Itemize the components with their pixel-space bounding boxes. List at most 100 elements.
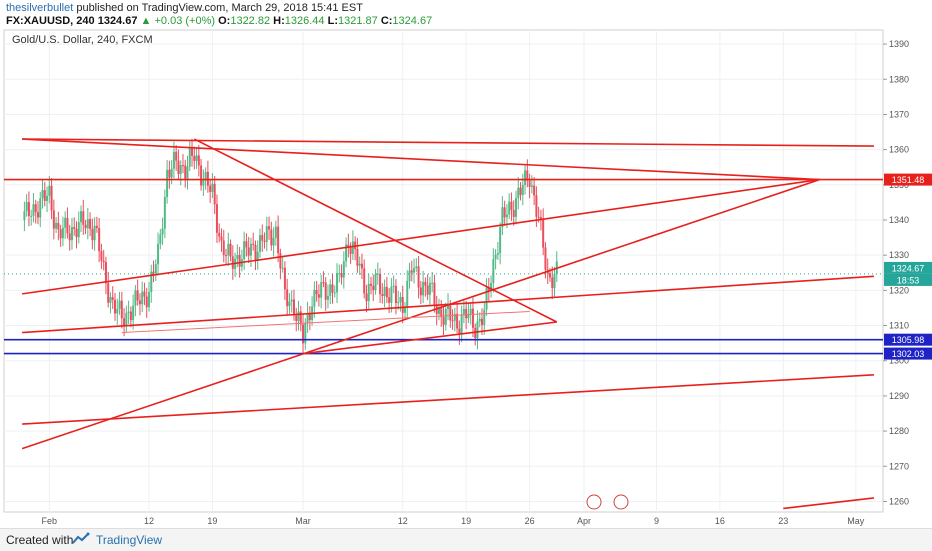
- candle-body: [41, 190, 44, 199]
- candle-body: [286, 289, 289, 307]
- candle-body: [93, 225, 96, 241]
- candle-body: [247, 247, 250, 256]
- candle-body: [125, 312, 128, 327]
- quote-line: FX:XAUUSD, 240 1324.67 ▲ +0.03 (+0%) O:1…: [6, 15, 432, 27]
- candle-body: [394, 285, 397, 304]
- trend-line[interactable]: [22, 138, 820, 181]
- candle-body: [91, 228, 94, 241]
- last-price-box: [884, 261, 932, 274]
- candle-body: [145, 296, 148, 308]
- candle-body: [517, 187, 520, 199]
- candle-body: [290, 299, 293, 302]
- y-tick-label: 1370: [889, 109, 909, 119]
- candle-body: [172, 151, 175, 169]
- candle-body: [261, 235, 264, 241]
- x-tick-label: 12: [398, 516, 408, 526]
- candle-body: [363, 268, 366, 294]
- candle-body: [542, 219, 545, 248]
- candle-body: [413, 267, 416, 273]
- candle-body: [100, 251, 103, 261]
- candle-body: [211, 183, 214, 192]
- change-value: +0.03 (+0%): [154, 15, 216, 27]
- us-flag-icon[interactable]: [613, 494, 629, 510]
- candle-body: [313, 289, 316, 307]
- trend-line[interactable]: [22, 178, 820, 295]
- candle-body: [453, 313, 456, 321]
- price-label-text: 1302.03: [892, 349, 925, 359]
- candle-body: [551, 277, 554, 289]
- candle-body: [129, 311, 132, 321]
- trend-line[interactable]: [302, 321, 557, 355]
- candle-body: [147, 292, 150, 308]
- event-flag-icons[interactable]: [586, 494, 629, 510]
- candle-body: [460, 315, 463, 334]
- candle-body: [322, 282, 325, 284]
- candle-body: [64, 217, 67, 228]
- candle-body: [86, 219, 89, 229]
- candle-body: [354, 241, 357, 249]
- price-axis[interactable]: 1260127012801290130013101320133013401350…: [883, 39, 909, 506]
- candle-body: [505, 214, 508, 218]
- candle-body: [107, 283, 110, 303]
- trend-line[interactable]: [121, 310, 530, 334]
- time-axis[interactable]: Feb 12 19 Mar 12 19 26 Apr 9 16 23 May: [42, 516, 865, 526]
- candle-body: [548, 273, 551, 278]
- open-value: 1322.82: [230, 15, 271, 27]
- trend-line[interactable]: [22, 138, 874, 147]
- trend-lines[interactable]: [21, 138, 875, 510]
- trend-line[interactable]: [193, 138, 558, 323]
- trend-line[interactable]: [783, 497, 875, 510]
- candle-body: [61, 227, 64, 239]
- x-tick-label: 26: [525, 516, 535, 526]
- created-with-text: Created with: [6, 533, 74, 547]
- candle-body: [177, 160, 180, 175]
- candle-body: [331, 284, 334, 293]
- horizontal-lines[interactable]: [4, 178, 883, 355]
- candle-body: [200, 165, 203, 186]
- candle-body: [70, 227, 73, 241]
- tradingview-logo-icon[interactable]: [72, 532, 92, 546]
- candle-body: [530, 185, 533, 187]
- candle-body: [390, 286, 393, 303]
- candle-body: [186, 166, 189, 179]
- price-chart[interactable]: 1260127012801290130013101320133013401350…: [0, 28, 932, 528]
- candle-body: [410, 270, 413, 273]
- candle-body: [501, 207, 504, 228]
- candle-body: [449, 304, 452, 321]
- candle-body: [299, 311, 302, 325]
- candle-body: [80, 211, 83, 223]
- trend-line[interactable]: [22, 275, 874, 334]
- candle-body: [526, 170, 529, 181]
- candle-body: [349, 247, 352, 254]
- us-flag-icon[interactable]: [586, 494, 602, 510]
- candle-body: [150, 271, 153, 293]
- candle-body: [519, 187, 522, 195]
- trend-line[interactable]: [21, 178, 820, 450]
- candle-body: [279, 253, 282, 269]
- x-tick-label: Feb: [42, 516, 58, 526]
- author-link[interactable]: thesilverbullet: [6, 2, 74, 14]
- candle-body: [401, 297, 404, 313]
- candle-body: [123, 318, 126, 327]
- candle-body: [374, 274, 377, 291]
- candle-body: [209, 185, 212, 192]
- trend-line[interactable]: [22, 373, 874, 425]
- candle-body: [358, 263, 361, 266]
- candle-body: [508, 201, 511, 215]
- candle-body: [306, 312, 309, 324]
- candle-body: [442, 317, 445, 325]
- high-label: H:: [273, 15, 285, 27]
- candle-body: [52, 210, 55, 229]
- candle-body: [478, 318, 481, 322]
- candle-body: [415, 266, 418, 268]
- candle-body: [84, 224, 87, 229]
- tradingview-brand[interactable]: TradingView: [96, 533, 163, 547]
- candle-body: [136, 290, 139, 301]
- candle-body: [494, 254, 497, 260]
- candle-body: [270, 229, 273, 246]
- candle-body: [120, 300, 123, 319]
- high-value: 1326.44: [284, 15, 325, 27]
- candle-body: [406, 280, 409, 308]
- candle-body: [469, 308, 472, 314]
- candle-body: [159, 234, 162, 244]
